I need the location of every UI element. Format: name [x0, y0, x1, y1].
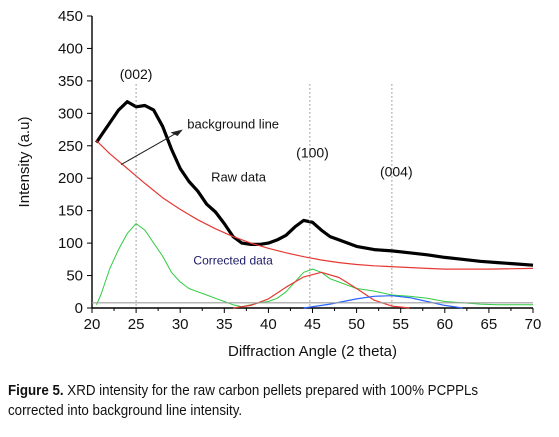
x-tick-label: 35	[216, 316, 233, 333]
x-tick-label: 40	[260, 316, 277, 333]
y-tick-label: 300	[58, 105, 83, 122]
y-tick-label: 100	[58, 235, 83, 252]
figure-caption: Figure 5. XRD intensity for the raw carb…	[8, 381, 509, 421]
series-corrected-data	[95, 223, 533, 308]
annotation-raw-data: Raw data	[211, 169, 267, 184]
series-raw-data	[95, 100, 534, 267]
peak-label-100: (100)	[296, 144, 329, 160]
y-axis-label: Intensity (a.u)	[16, 117, 33, 208]
series-background-line	[95, 140, 534, 270]
x-tick-label: 25	[128, 316, 145, 333]
series--004-fit	[303, 295, 463, 309]
x-tick-label: 20	[84, 316, 101, 333]
x-tick-label: 50	[348, 316, 365, 333]
y-tick-label: 250	[58, 138, 83, 155]
xrd-chart: 20 25 30 35 40 45 50 55 60 65 70 0 50 100 150 200 250 300…	[16, 8, 541, 360]
y-tick-label: 0	[75, 300, 83, 317]
y-tick-label: 150	[58, 203, 83, 220]
peak-label-004: (004)	[380, 163, 413, 179]
annotation-arrow-line	[120, 133, 177, 166]
annotation-arrow-head	[170, 129, 183, 137]
y-tick-label: 450	[58, 8, 83, 25]
x-tick-label: 30	[172, 316, 189, 333]
chart-series	[92, 100, 534, 309]
y-tick-label: 50	[66, 268, 83, 285]
x-tick-label: 55	[392, 316, 409, 333]
x-tick-label: 60	[436, 316, 453, 333]
y-tick-label: 350	[58, 73, 83, 90]
caption-text: XRD intensity for the raw carbon pellets…	[8, 383, 479, 419]
x-tick-label: 70	[525, 316, 542, 333]
series--100-fit	[233, 271, 410, 309]
annotation-corrected-data: Corrected data	[193, 254, 273, 268]
x-tick-label: 45	[304, 316, 321, 333]
caption-label: Figure 5.	[8, 383, 64, 399]
chart-annotations: (002) (100) (004) background line Raw data Co…	[120, 66, 413, 308]
annotation-background-line: background line	[187, 116, 279, 131]
x-tick-label: 65	[481, 316, 498, 333]
y-tick-label: 400	[58, 40, 83, 57]
x-axis-label: Diffraction Angle (2 theta)	[228, 343, 397, 360]
peak-label-002: (002)	[120, 66, 153, 82]
y-tick-label: 200	[58, 170, 83, 187]
chart-axes: 20 25 30 35 40 45 50 55 60 65 70 0 50 100 150 200 250 300…	[16, 8, 541, 360]
